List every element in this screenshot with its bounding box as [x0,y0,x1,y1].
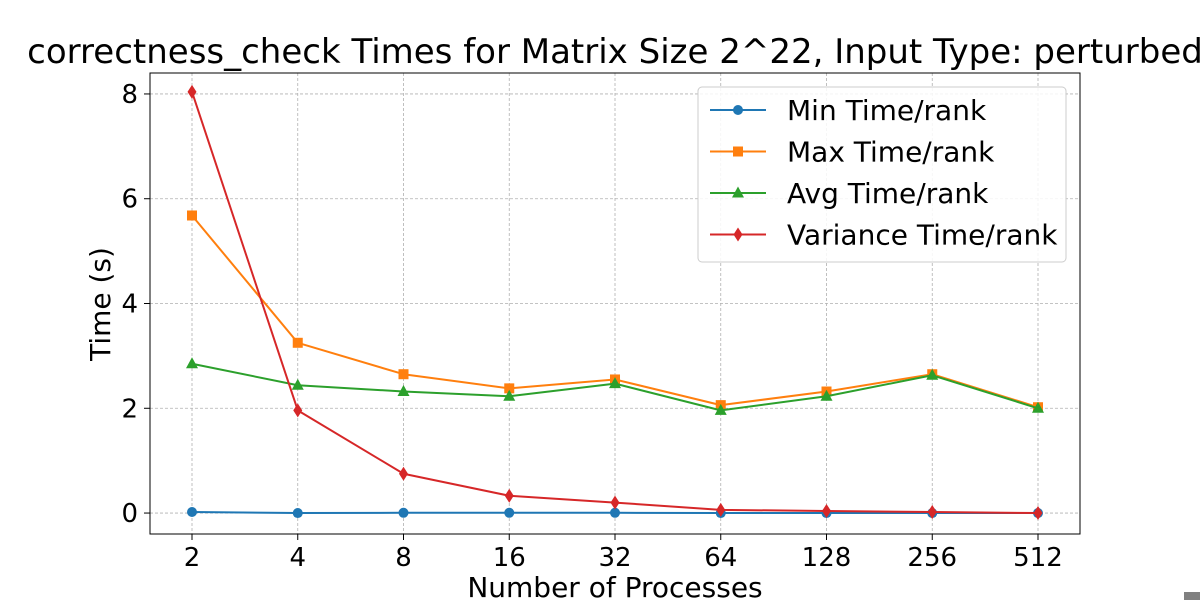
data-point-variance-time-rank [927,504,937,519]
x-tick-label: 4 [289,543,306,573]
data-point-variance-time-rank [610,495,620,510]
x-axis-title: Number of Processes [467,571,762,600]
data-point-variance-time-rank [187,84,197,99]
data-point-avg-time-rank [397,385,410,397]
data-point-avg-time-rank [820,389,833,401]
legend-marker-avg-time-rank [732,186,744,198]
data-point-variance-time-rank [399,466,408,481]
x-tick-label: 32 [598,543,631,573]
y-tick-label: 8 [121,80,138,110]
y-tick-label: 2 [121,394,138,424]
y-axis-title: Time (s) [84,247,117,362]
legend-item-variance-time-rank: Variance Time/rank [710,219,1058,252]
data-point-variance-time-rank [716,502,726,517]
data-point-avg-time-rank [609,377,621,389]
legend-item-min-time-rank: Min Time/rank [710,94,987,127]
legend: Min Time/rank Max Time/rank Avg Time/rank V… [697,86,1067,263]
data-point-min-time-rank [187,506,197,517]
data-point-min-time-rank [504,507,515,518]
data-point-avg-time-rank [291,378,304,390]
legend-label-variance-time-rank: Variance Time/rank [787,219,1058,252]
legend-marker-min-time-rank [733,105,743,115]
corner-mark [1184,592,1200,600]
legend-item-avg-time-rank: Avg Time/rank [710,177,989,210]
series-avg-time-rank [186,357,1044,415]
data-point-variance-time-rank [293,403,303,418]
data-point-min-time-rank [610,507,620,518]
data-point-max-time-rank [504,383,515,394]
data-point-max-time-rank [187,210,197,221]
ticks-layer: 2 4 8 16 32 64 128 256 512 0 2 4 6 8 [121,80,1062,573]
series-layer [186,84,1044,521]
data-point-min-time-rank [398,507,409,518]
data-point-min-time-rank [292,508,303,519]
x-tick-label: 256 [907,543,957,573]
data-point-avg-time-rank [186,357,198,369]
legend-box [697,86,1067,263]
y-tick-label: 4 [121,290,138,320]
legend-item-max-time-rank: Max Time/rank [710,136,995,169]
y-tick-label: 6 [121,185,138,215]
data-point-variance-time-rank [504,488,514,503]
data-point-max-time-rank [292,337,303,348]
x-tick-label: 2 [184,543,201,573]
data-point-avg-time-rank [926,368,939,380]
legend-label-max-time-rank: Max Time/rank [787,136,995,169]
x-tick-label: 64 [704,543,737,573]
data-point-variance-time-rank [822,503,831,518]
y-tick-label: 0 [121,499,138,529]
legend-marker-max-time-rank [733,146,743,157]
x-tick-label: 512 [1013,543,1063,573]
legend-label-min-time-rank: Min Time/rank [787,94,987,127]
legend-marker-variance-time-rank [733,227,743,242]
legend-label-avg-time-rank: Avg Time/rank [787,177,989,210]
chart-title: correctness_check Times for Matrix Size … [27,32,1200,72]
data-point-max-time-rank [398,369,409,380]
series-variance-time-rank [187,84,1043,521]
data-point-avg-time-rank [1032,401,1044,413]
x-tick-label: 128 [802,543,852,573]
x-tick-label: 8 [395,543,412,573]
x-tick-label: 16 [493,543,526,573]
data-point-avg-time-rank [714,403,727,415]
data-point-variance-time-rank [1033,506,1043,521]
data-point-avg-time-rank [503,389,516,401]
